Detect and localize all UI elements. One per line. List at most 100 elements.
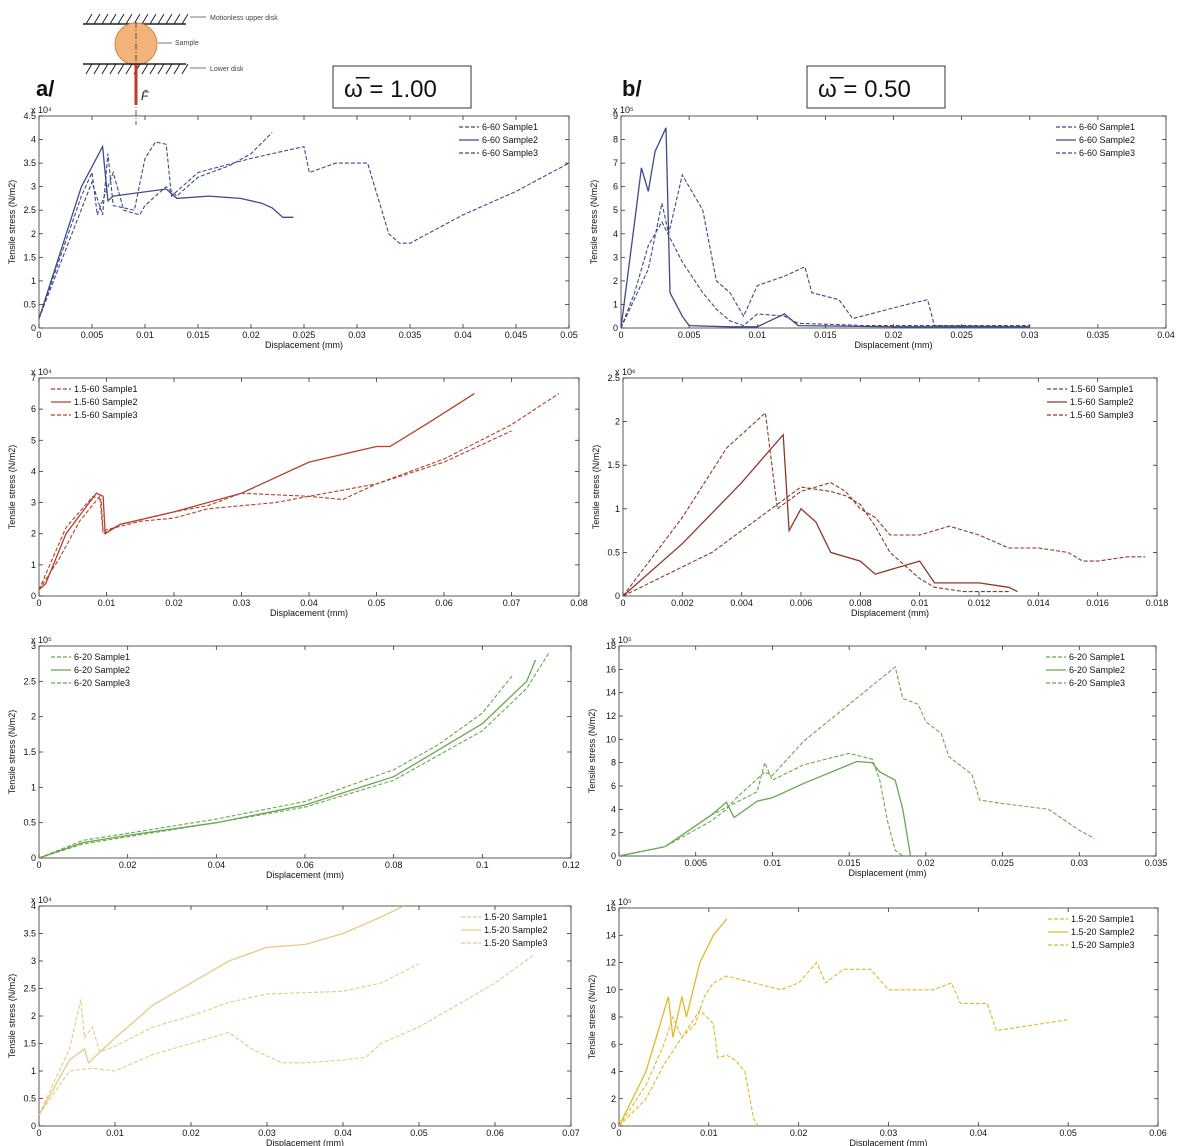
y-axis-label: Tensile stress (N/m2): [587, 975, 597, 1060]
x-tick-label: 0.04: [1157, 330, 1175, 340]
y-tick-label: 12: [606, 958, 616, 968]
y-tick-label: 6: [611, 781, 616, 791]
omega-a-label: ω̅ = 1.00: [344, 76, 437, 103]
y-axis-label: Tensile stress (N/m2): [591, 445, 601, 530]
x-tick-label: 0.045: [505, 330, 528, 340]
y-tick-label: 0.5: [23, 818, 36, 828]
y-tick-label: 2.5: [23, 984, 36, 994]
legend-entry: 1.5-20 Sample3: [1071, 940, 1135, 950]
legend-entry: 6-20 Sample2: [74, 665, 130, 675]
x-tick-label: 0.005: [678, 330, 701, 340]
x-tick-label: 0.03: [1071, 858, 1089, 868]
omega-b-box: [806, 65, 946, 109]
x-tick-label: 0.01: [764, 858, 782, 868]
y-axis-label: Tensile stress (N/m2): [7, 445, 17, 530]
legend-entry: 1.5-20 Sample2: [484, 925, 548, 935]
series-line-2: [39, 906, 405, 1116]
x-tick-label: 0.01: [748, 330, 766, 340]
legend-entry: 6-20 Sample3: [74, 678, 130, 688]
x-tick-label: 0.015: [814, 330, 837, 340]
chart-panel-a-2: 0 0.01 0.02 0.03 0.04 0.05 0.06 0.07 0.08 0 1 2 3 4 5 6…: [7, 367, 588, 618]
x-tick-label: 0.002: [671, 598, 694, 608]
series-line-3: [39, 132, 273, 319]
legend-entry: 6-20 Sample3: [1069, 678, 1125, 688]
x-tick-label: 0.02: [182, 1128, 200, 1138]
y-tick-label: 2: [611, 828, 616, 838]
y-tick-label: 1.5: [23, 747, 36, 757]
x-tick-label: 0.01: [700, 1128, 718, 1138]
x-tick-label: 0: [620, 598, 625, 608]
chart-panel-b-2: 0 0.002 0.004 0.006 0.008 0.01 0.012 0.014 0.016…: [591, 367, 1168, 618]
x-tick-label: 0: [616, 858, 621, 868]
x-tick-label: 0.12: [562, 860, 580, 870]
legend-entry: 1.5-60 Sample1: [74, 384, 138, 394]
y-tick-label: 1.5: [23, 252, 36, 262]
x-tick-label: 0.012: [968, 598, 991, 608]
y-tick-label: 5: [613, 205, 618, 215]
y-tick-label: 4: [31, 135, 36, 145]
legend-entry: 6-60 Sample3: [1079, 148, 1135, 158]
x-tick-label: 0.1: [476, 860, 489, 870]
y-tick-label: 2: [613, 276, 618, 286]
series-line-1: [39, 141, 569, 319]
x-tick-label: 0.02: [885, 330, 903, 340]
x-axis-label: Displacement (mm): [848, 868, 926, 878]
x-axis-label: Displacement (mm): [266, 1138, 344, 1146]
y-axis-label: Tensile stress (N/m2): [587, 709, 597, 794]
y-exponent-label: x 10⁵: [613, 105, 634, 115]
inset-upper-label: Motionless upper disk: [210, 15, 278, 22]
x-tick-label: 0.02: [119, 860, 137, 870]
y-tick-label: 2: [31, 529, 36, 539]
x-tick-label: 0.05: [410, 1128, 428, 1138]
series-line-3: [621, 173, 1030, 328]
y-exponent-label: x 10⁵: [611, 897, 632, 907]
legend-entry: 1.5-60 Sample2: [74, 397, 138, 407]
x-tick-label: 0: [618, 330, 623, 340]
panel-b-label: b/: [622, 76, 642, 101]
x-tick-label: 0.04: [208, 860, 226, 870]
series-line-3: [39, 652, 550, 858]
legend-entry: 6-60 Sample1: [1079, 122, 1135, 132]
y-tick-label: 4: [31, 901, 36, 911]
x-tick-label: 0.06: [486, 1128, 504, 1138]
x-tick-label: 0.06: [1149, 1128, 1167, 1138]
x-tick-label: 0: [36, 1128, 41, 1138]
y-tick-label: 1: [31, 1066, 36, 1076]
chart-panel-a-3: 0 0.02 0.04 0.06 0.08 0.1 0.12 0 0.5 1 1.5 2 2.5 3x 1…: [7, 635, 580, 880]
chart-panel-b-3: 0 0.005 0.01 0.015 0.02 0.025 0.03 0.035 0 2 4 6 8 10…: [587, 635, 1167, 878]
y-tick-label: 3: [31, 498, 36, 508]
legend-entry: 1.5-60 Sample1: [1070, 384, 1134, 394]
x-tick-label: 0.02: [917, 858, 935, 868]
y-tick-label: 0: [611, 851, 616, 861]
x-tick-label: 0.01: [136, 330, 154, 340]
series-line-2: [39, 144, 294, 319]
x-axis-label: Displacement (mm): [270, 608, 348, 618]
x-tick-label: 0.03: [1021, 330, 1039, 340]
x-tick-label: 0.015: [838, 858, 861, 868]
chart-panel-a-4: 0 0.01 0.02 0.03 0.04 0.05 0.06 0.07 0 0.5 1 1.5 2 2.…: [7, 895, 580, 1146]
x-tick-label: 0.02: [242, 330, 260, 340]
x-tick-label: 0.06: [296, 860, 314, 870]
x-tick-label: 0.03: [233, 598, 251, 608]
y-tick-label: 0: [31, 323, 36, 333]
y-tick-label: 0: [31, 853, 36, 863]
x-tick-label: 0.025: [991, 858, 1014, 868]
y-tick-label: 3: [31, 641, 36, 651]
y-tick-label: 0: [611, 1121, 616, 1131]
x-axis-label: Displacement (mm): [266, 870, 344, 880]
panel-a-label: a/: [36, 76, 54, 101]
series-line-2: [621, 127, 1030, 328]
y-exponent-label: x 10⁴: [31, 895, 52, 905]
y-tick-label: 2: [615, 417, 620, 427]
y-tick-label: 14: [606, 688, 616, 698]
y-exponent-label: x 10⁵: [31, 635, 52, 645]
series-line-3: [623, 486, 1009, 596]
x-tick-label: 0.014: [1027, 598, 1050, 608]
upper-disk-hatching: [83, 13, 189, 25]
legend-entry: 6-60 Sample2: [482, 135, 538, 145]
y-tick-label: 1: [613, 299, 618, 309]
y-tick-label: 8: [613, 135, 618, 145]
y-axis-label: Tensile stress (N/m2): [7, 710, 17, 795]
plot-frame: [622, 377, 1158, 597]
y-exponent-label: x 10⁶: [615, 367, 636, 377]
